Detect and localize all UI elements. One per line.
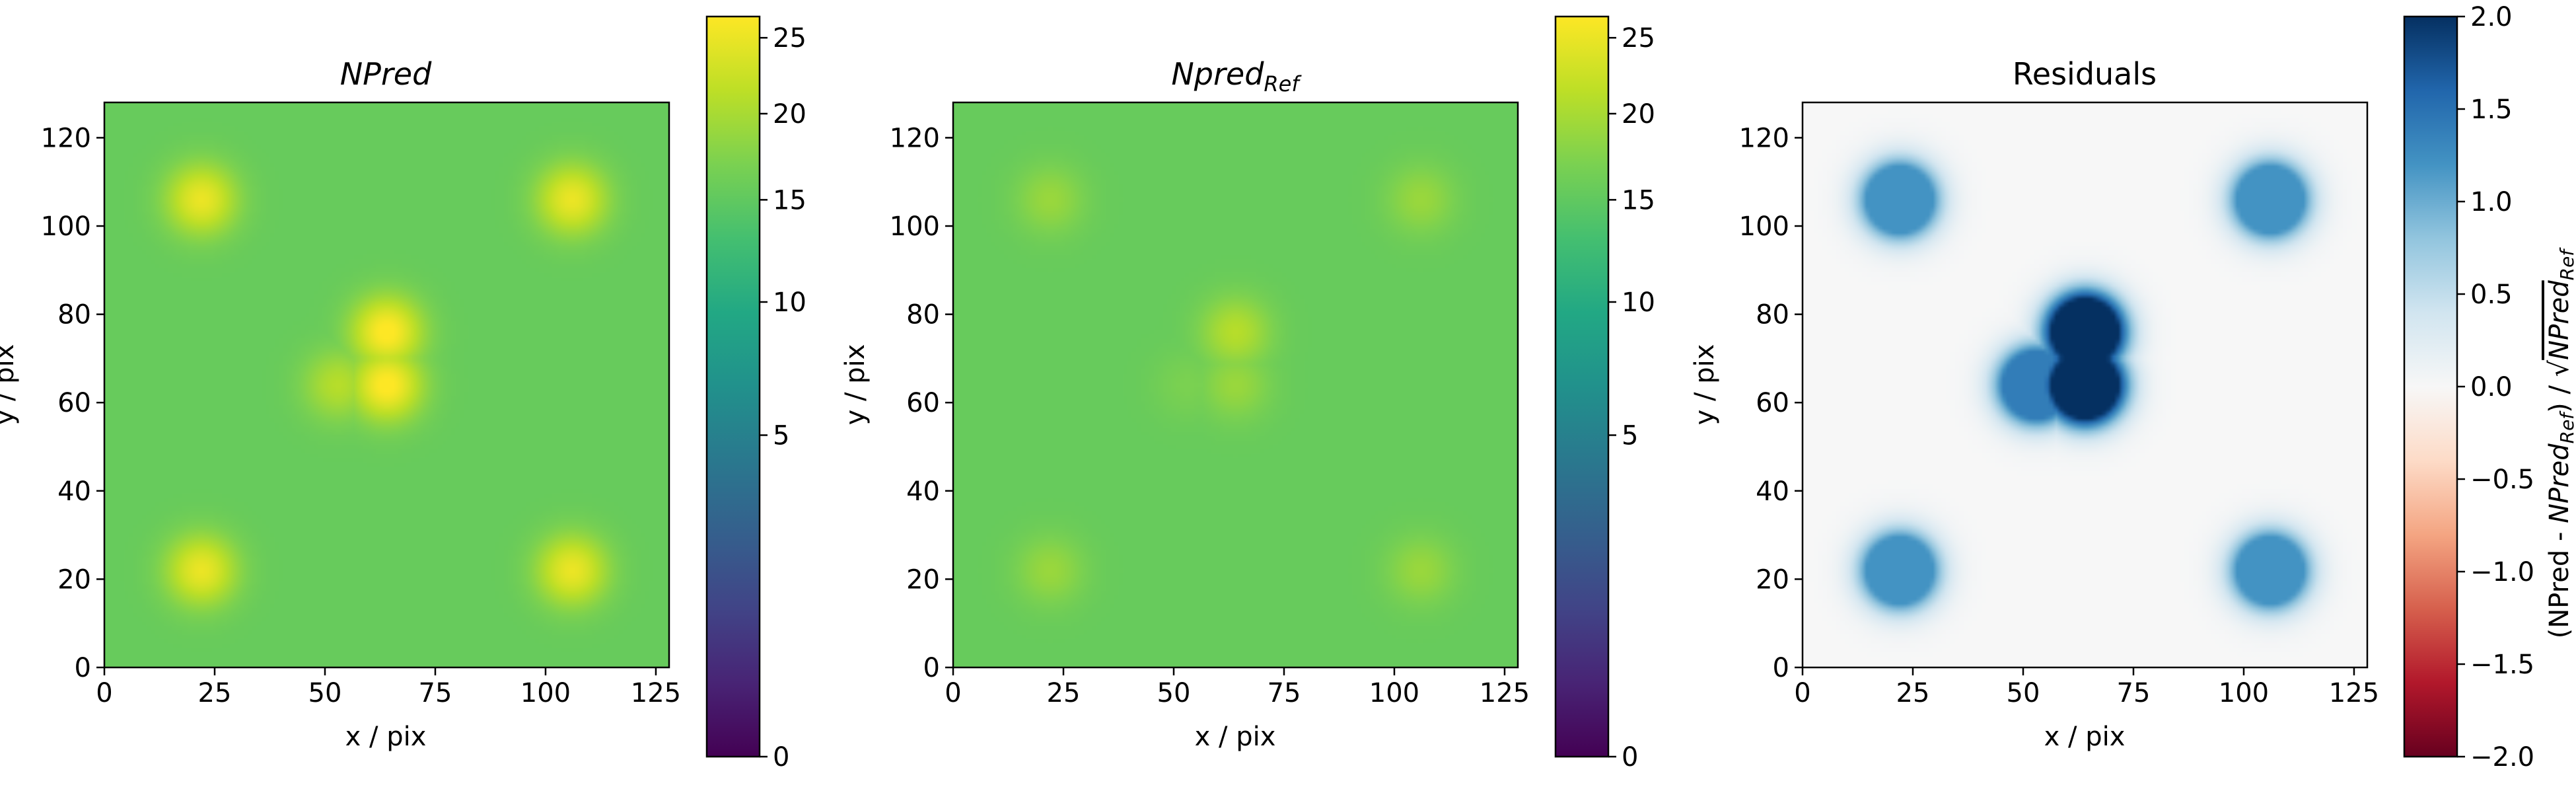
title-npred: NPred <box>340 56 432 92</box>
panel-residuals: Residuals 0 25 50 75 100 125 020406080100120 … <box>1690 2 2576 773</box>
x-tick-label: 25 <box>198 678 232 708</box>
y-tick-label: 20 <box>1756 564 1789 595</box>
plot-frame-npred-ref <box>952 101 1519 669</box>
colorbar-tick-label: 25 <box>773 23 806 54</box>
colorbar-ticks-npred: 0 5 10 15 20 25 <box>760 23 806 773</box>
colorbar-tick-label: 1.0 <box>2470 187 2513 217</box>
y-ticks-npred: 0 20 40 60 80 100 120 <box>41 123 104 683</box>
x-tick-label: 75 <box>2117 678 2151 708</box>
y-tick-label: 20 <box>906 564 940 595</box>
colorbar-tick-label: 10 <box>773 287 806 318</box>
x-tick-label: 25 <box>1896 678 1930 708</box>
x-tick-label: 25 <box>1047 678 1081 708</box>
x-tick-label: 50 <box>2007 678 2040 708</box>
colorbar-tick-label: 0 <box>773 742 789 773</box>
x-ticks-npred-ref: 0 25 50 75 100 125 <box>945 667 1530 708</box>
x-tick-label: 0 <box>945 678 961 708</box>
colorbar-tick-label: 1.5 <box>2470 94 2513 125</box>
y-tick-label: 120 <box>890 123 940 153</box>
colorbar-tick-label: 15 <box>773 185 806 215</box>
colorbar-tick-label: 0.0 <box>2470 372 2513 402</box>
x-tick-label: 125 <box>2329 678 2379 708</box>
colorbar-npred-ref <box>1554 15 1610 758</box>
x-tick-label: 100 <box>520 678 571 708</box>
title-npred-ref: NpredRef <box>1171 56 1302 96</box>
colorbar-label-residuals: (NPred - NPredRef) / √NPredRef <box>2544 247 2576 639</box>
colorbar-npred <box>705 15 761 758</box>
x-tick-label: 100 <box>2219 678 2269 708</box>
y-tick-label: 60 <box>1756 388 1789 418</box>
colorbar-tick-label: 2.0 <box>2470 2 2513 32</box>
plot-frame-residuals <box>1801 101 2369 669</box>
y-tick-label: 80 <box>57 300 91 330</box>
colorbar-tick-label: 20 <box>1622 99 1655 130</box>
heatmap-npred <box>104 102 669 667</box>
y-tick-label: 120 <box>1739 123 1789 153</box>
heatmap-npred-ref <box>953 102 1518 667</box>
colorbar-tick-label: 10 <box>1622 287 1655 318</box>
colorbar-tick-label: 25 <box>1622 23 1655 54</box>
colorbar-tick-label: 5 <box>1622 421 1638 451</box>
y-tick-label: 120 <box>41 123 91 153</box>
x-tick-label: 125 <box>631 678 681 708</box>
colorbar-tick-label: 20 <box>773 99 806 130</box>
colorbar-tick-label: −1.5 <box>2470 650 2534 680</box>
colorbar-tick-label: 15 <box>1622 185 1655 215</box>
colorbar-tick-label: 0 <box>1622 742 1638 773</box>
x-tick-label: 75 <box>1268 678 1301 708</box>
colorbar-ticks-residuals: 2.0 1.5 1.0 0.5 0.0 −0.5 −1.0 −1.5 −2.0 <box>2457 2 2534 773</box>
y-ticks-npred-ref: 0 20 40 60 80 100 120 <box>890 123 953 683</box>
colorbar-tick-label: 5 <box>773 421 789 451</box>
colorbar-ticks-npred-ref: 0 5 10 15 20 25 <box>1608 23 1655 773</box>
x-ticks-npred: 0 25 50 75 100 125 <box>96 667 681 708</box>
heatmap-residuals <box>1803 102 2367 667</box>
y-tick-label: 60 <box>57 388 91 418</box>
x-tick-label: 100 <box>1369 678 1419 708</box>
colorbar-tick-label: −0.5 <box>2470 465 2534 495</box>
y-tick-label: 40 <box>1756 476 1789 507</box>
x-tick-label: 125 <box>1480 678 1530 708</box>
title-residuals: Residuals <box>2013 56 2157 92</box>
y-axis-label-npred-ref: y / pix <box>840 344 871 426</box>
x-tick-label: 0 <box>1794 678 1810 708</box>
y-tick-label: 80 <box>906 300 940 330</box>
y-tick-label: 0 <box>1773 653 1789 683</box>
colorbar-residuals <box>2403 15 2458 758</box>
x-ticks-residuals: 0 25 50 75 100 125 <box>1794 667 2379 708</box>
colorbar-tick-label: −1.0 <box>2470 557 2534 587</box>
y-tick-label: 80 <box>1756 300 1789 330</box>
x-axis-label-npred-ref: x / pix <box>1195 722 1276 752</box>
x-tick-label: 50 <box>308 678 342 708</box>
y-tick-label: 40 <box>57 476 91 507</box>
colorbar-tick-label: −2.0 <box>2470 742 2534 773</box>
x-axis-label-residuals: x / pix <box>2044 722 2126 752</box>
plot-frame-npred <box>103 101 670 669</box>
colorbar-tick-label: 0.5 <box>2470 280 2513 310</box>
y-tick-label: 100 <box>41 211 91 242</box>
y-tick-label: 40 <box>906 476 940 507</box>
y-axis-label-residuals: y / pix <box>1690 344 1720 426</box>
y-tick-label: 0 <box>923 653 940 683</box>
x-tick-label: 0 <box>96 678 112 708</box>
x-axis-label-npred: x / pix <box>345 722 427 752</box>
x-tick-label: 75 <box>419 678 452 708</box>
x-tick-label: 50 <box>1157 678 1191 708</box>
y-axis-label-npred: y / pix <box>0 344 20 426</box>
y-tick-label: 20 <box>57 564 91 595</box>
y-tick-label: 60 <box>906 388 940 418</box>
y-ticks-residuals: 0 20 40 60 80 100 120 <box>1739 123 1803 683</box>
y-tick-label: 100 <box>1739 211 1789 242</box>
y-tick-label: 0 <box>75 653 91 683</box>
y-tick-label: 100 <box>890 211 940 242</box>
